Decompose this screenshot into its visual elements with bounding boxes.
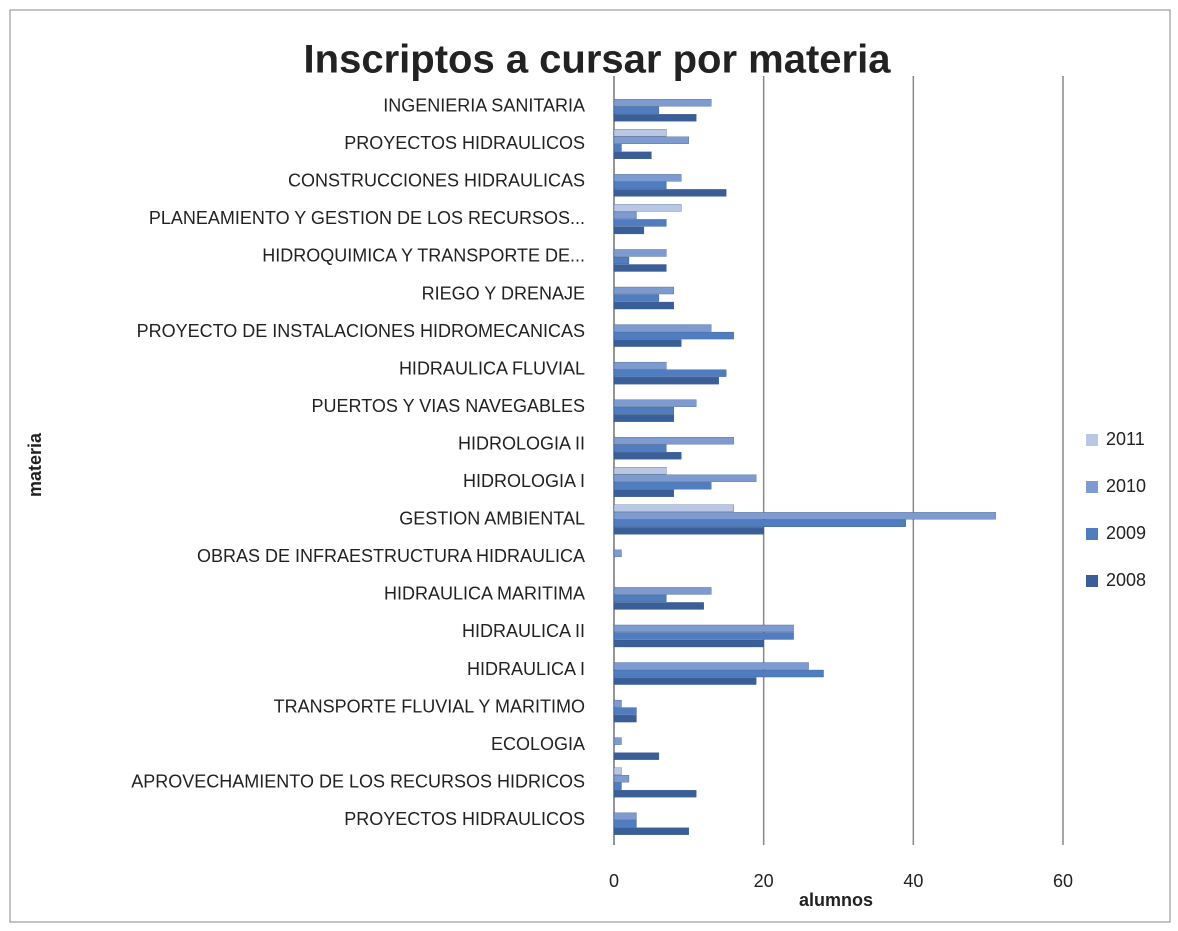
- bar: [613, 204, 682, 212]
- y-tick-label: GESTION AMBIENTAL: [399, 509, 585, 529]
- x-axis-label: alumnos: [799, 890, 873, 910]
- bar: [613, 602, 704, 610]
- bar: [613, 286, 675, 295]
- x-tick-label: 60: [1053, 871, 1073, 891]
- y-tick-label: HIDRAULICA MARITIMA: [384, 584, 585, 604]
- y-tick-label: HIDRAULICA I: [467, 659, 585, 679]
- bar: [613, 527, 764, 535]
- bar: [613, 549, 622, 558]
- bar: [613, 331, 734, 340]
- y-tick-label: RIEGO Y DRENAJE: [422, 283, 585, 303]
- bar: [613, 737, 622, 745]
- bar: [613, 504, 734, 512]
- bar: [613, 662, 809, 670]
- legend-label: 2008: [1106, 570, 1146, 590]
- y-tick-label: OBRAS DE INFRAESTRUCTURA HIDRAULICA: [197, 546, 585, 566]
- bar: [613, 512, 996, 520]
- bar: [613, 189, 727, 197]
- bar: [613, 632, 794, 640]
- bar: [613, 812, 637, 820]
- bar: [613, 219, 667, 227]
- y-tick-label: HIDROQUIMICA Y TRANSPORTE DE...: [262, 246, 585, 266]
- chart-frame: [9, 9, 1171, 923]
- bar: [613, 639, 764, 648]
- bar: [613, 361, 667, 370]
- y-tick-label: HIDRAULICA II: [462, 621, 585, 641]
- bar: [613, 782, 622, 790]
- legend-label: 2011: [1106, 429, 1145, 449]
- y-tick-label: PROYECTOS HIDRAULICOS: [344, 133, 585, 153]
- bar: [613, 444, 667, 452]
- bar: [613, 714, 637, 723]
- y-tick-label: ECOLOGIA: [491, 734, 585, 754]
- legend-swatch: [1086, 434, 1098, 446]
- y-tick-label: HIDROLOGIA I: [463, 471, 585, 491]
- bar: [613, 827, 689, 835]
- bar: [613, 256, 630, 265]
- bar: [613, 699, 622, 708]
- bar: [613, 249, 667, 257]
- y-tick-label: PROYECTO DE INSTALACIONES HIDROMECANICAS: [137, 321, 585, 341]
- bar: [613, 376, 719, 385]
- y-tick-label: APROVECHAMIENTO DE LOS RECURSOS HIDRICOS: [131, 771, 585, 791]
- bar: [613, 399, 697, 407]
- y-tick-label: TRANSPORTE FLUVIAL Y MARITIMO: [274, 696, 585, 716]
- bar: [613, 775, 630, 783]
- bar: [613, 437, 734, 445]
- x-tick-label: 0: [609, 871, 619, 891]
- bar: [613, 467, 667, 475]
- y-tick-label: INGENIERIA SANITARIA: [383, 96, 585, 116]
- bar: [613, 594, 667, 603]
- bar: [613, 144, 622, 152]
- bar: [613, 407, 675, 415]
- bar: [613, 181, 667, 190]
- y-tick-label: HIDRAULICA FLUVIAL: [399, 358, 585, 378]
- bar: [613, 624, 794, 633]
- bar: [613, 106, 660, 114]
- legend-swatch: [1086, 528, 1098, 540]
- x-tick-label: 40: [903, 871, 923, 891]
- bar: [613, 752, 660, 760]
- bar: [613, 489, 675, 497]
- bar: [613, 136, 689, 144]
- bar: [613, 294, 660, 302]
- bar: [613, 482, 712, 490]
- legend-label: 2009: [1106, 523, 1146, 543]
- bar: [613, 211, 637, 220]
- legend-swatch: [1086, 575, 1098, 587]
- bar: [613, 339, 682, 347]
- bar: [613, 151, 652, 159]
- y-tick-label: PUERTOS Y VIAS NAVEGABLES: [312, 396, 585, 416]
- bar: [613, 174, 682, 182]
- bar: [613, 587, 712, 595]
- y-tick-label: PLANEAMIENTO Y GESTION DE LOS RECURSOS..…: [149, 208, 585, 228]
- bar: [613, 519, 907, 527]
- bar: [613, 301, 675, 310]
- bar: [613, 324, 712, 332]
- bar: [613, 129, 667, 137]
- bar: [613, 114, 697, 122]
- bar: [613, 452, 682, 460]
- bar: [613, 99, 712, 107]
- y-tick-label: CONSTRUCCIONES HIDRAULICAS: [288, 171, 585, 191]
- x-tick-label: 20: [754, 871, 774, 891]
- chart-title: Inscriptos a cursar por materia: [304, 38, 892, 82]
- bar: [613, 474, 757, 482]
- y-axis-label: materia: [25, 432, 45, 497]
- bar: [613, 767, 622, 775]
- bar: [613, 820, 637, 828]
- bar: [613, 669, 824, 678]
- y-tick-label: PROYECTOS HIDRAULICOS: [344, 809, 585, 829]
- legend-label: 2010: [1106, 476, 1146, 496]
- y-tick-label: HIDROLOGIA II: [458, 433, 585, 453]
- bar: [613, 677, 757, 685]
- bar: [613, 707, 637, 715]
- legend-swatch: [1086, 481, 1098, 493]
- bar: [613, 264, 667, 272]
- bar: [613, 226, 645, 235]
- bar: [613, 414, 675, 422]
- bar: [613, 790, 697, 798]
- bar: [613, 369, 727, 377]
